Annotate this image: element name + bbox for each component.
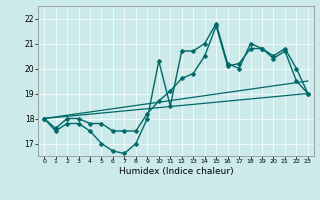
X-axis label: Humidex (Indice chaleur): Humidex (Indice chaleur) (119, 167, 233, 176)
